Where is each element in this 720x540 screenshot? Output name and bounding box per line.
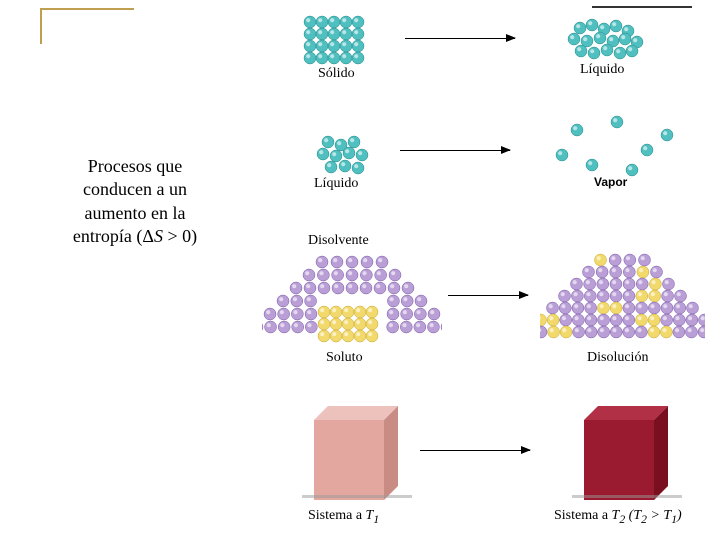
solution-shape [540,250,705,345]
solid-grid [300,12,380,72]
box-t2 [578,400,678,500]
arrow-row1 [405,38,515,39]
shadow-t2 [572,495,682,498]
top-rule [592,6,692,8]
label-soluto: Soluto [326,350,363,366]
arrow-row3 [448,295,528,296]
corner-frame [40,8,134,43]
label-vapor: Vapor [594,175,627,189]
label-liquido-mid: Líquido [314,176,358,192]
label-sistema-t2: Sistema a T2 (T2 > T1) [554,508,682,526]
page-title: Procesos queconducen a unaumento en laen… [30,155,240,249]
arrow-row2 [400,150,510,151]
label-sistema-t1: Sistema a T1 [308,508,379,526]
arrow-row4 [420,450,530,451]
label-disolucion: Disolución [587,350,648,366]
solute-grid [316,304,388,348]
label-liquido-top: Líquido [580,62,624,78]
label-disolvente: Disolvente [308,233,369,249]
label-solido: Sólido [318,66,355,82]
liquid-cluster-top [560,14,650,64]
box-t1 [308,400,408,500]
shadow-t1 [302,495,412,498]
liquid-cluster-mid [310,130,380,180]
